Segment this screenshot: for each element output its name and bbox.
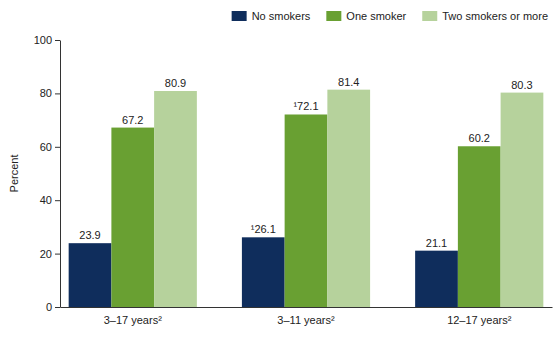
data-label: ¹72.1 bbox=[293, 100, 318, 112]
y-tick-mark bbox=[55, 147, 60, 148]
y-tick-mark bbox=[55, 254, 60, 255]
data-label: 81.4 bbox=[338, 76, 359, 88]
y-tick-label: 20 bbox=[40, 248, 52, 260]
bar bbox=[501, 93, 544, 307]
legend-swatch bbox=[232, 11, 247, 21]
bar bbox=[458, 146, 501, 307]
x-tick: 3–11 years² bbox=[277, 307, 335, 326]
bar bbox=[242, 237, 285, 307]
data-label: 60.2 bbox=[469, 132, 490, 144]
y-tick: 100 bbox=[34, 34, 60, 46]
legend-item: One smoker bbox=[326, 10, 406, 22]
x-tick: 3–17 years² bbox=[104, 307, 162, 326]
data-label: 80.9 bbox=[165, 77, 186, 89]
x-tick-label: 3–17 years² bbox=[104, 314, 162, 326]
y-tick-label: 0 bbox=[46, 301, 52, 313]
legend-label: No smokers bbox=[252, 10, 311, 22]
data-labels: 23.9 ¹26.1 21.1 67.2 ¹72.1 60.2 80.9 81.4 80.3 bbox=[79, 76, 532, 249]
y-axis: 0 20 40 60 80 100 bbox=[34, 34, 61, 313]
y-tick-label: 100 bbox=[34, 34, 52, 46]
y-tick: 40 bbox=[40, 194, 60, 206]
x-tick: 12–17 years² bbox=[447, 307, 512, 326]
x-axis-line bbox=[61, 307, 553, 308]
x-tick-label: 3–11 years² bbox=[277, 314, 335, 326]
legend-swatch bbox=[422, 11, 437, 21]
chart: 0 20 40 60 80 100 3–17 years² 3–11 years² 12–17 … bbox=[0, 0, 560, 337]
y-axis-title: Percent bbox=[8, 155, 20, 193]
plot: 0 20 40 60 80 100 3–17 years² 3–11 years² 12–17 … bbox=[34, 34, 553, 326]
data-label: ¹26.1 bbox=[251, 223, 276, 235]
data-label: 23.9 bbox=[79, 229, 100, 241]
bar bbox=[111, 128, 154, 307]
bar bbox=[415, 251, 458, 307]
legend-item: No smokers bbox=[232, 10, 311, 22]
data-label: 80.3 bbox=[511, 79, 532, 91]
y-tick-mark bbox=[55, 93, 60, 94]
data-label: 21.1 bbox=[426, 237, 447, 249]
x-axis: 3–17 years² 3–11 years² 12–17 years² bbox=[61, 307, 553, 326]
y-tick-label: 60 bbox=[40, 141, 52, 153]
y-tick: 60 bbox=[40, 141, 60, 153]
legend-label: One smoker bbox=[346, 10, 406, 22]
legend-label: Two smokers or more bbox=[442, 10, 548, 22]
data-label: 67.2 bbox=[122, 114, 143, 126]
bars bbox=[69, 90, 544, 307]
bar bbox=[154, 91, 197, 307]
legend-item: Two smokers or more bbox=[422, 10, 548, 22]
y-tick-label: 40 bbox=[40, 194, 52, 206]
y-tick: 20 bbox=[40, 248, 60, 260]
y-axis-line bbox=[60, 41, 61, 308]
y-tick: 0 bbox=[46, 301, 60, 313]
bar bbox=[285, 114, 328, 307]
bar bbox=[69, 243, 112, 307]
y-tick-mark bbox=[55, 40, 60, 41]
y-tick-label: 80 bbox=[40, 87, 52, 99]
y-tick: 80 bbox=[40, 87, 60, 99]
legend: No smokers One smoker Two smokers or more bbox=[232, 10, 548, 22]
y-tick-mark bbox=[55, 307, 60, 308]
bar bbox=[327, 90, 370, 307]
legend-swatch bbox=[326, 11, 341, 21]
x-tick-label: 12–17 years² bbox=[447, 314, 512, 326]
y-tick-mark bbox=[55, 200, 60, 201]
